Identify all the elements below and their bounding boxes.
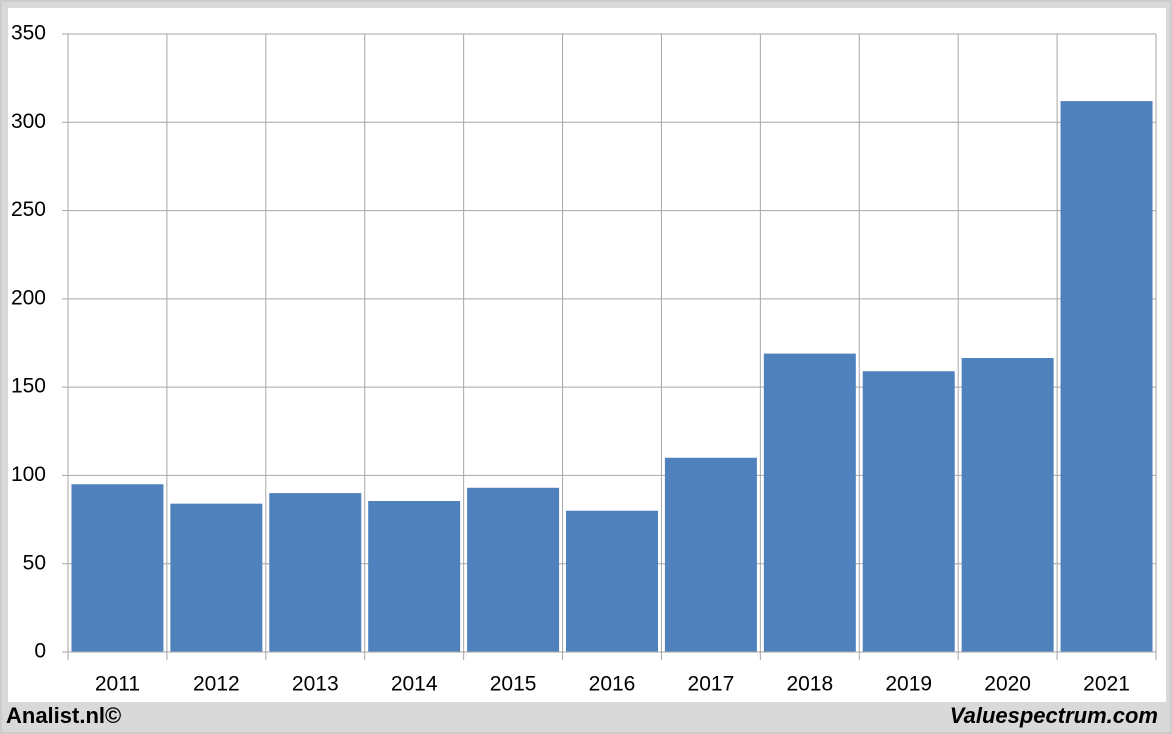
bar bbox=[71, 484, 164, 652]
bar bbox=[664, 457, 757, 652]
credit-right: Valuespectrum.com bbox=[950, 703, 1158, 728]
y-tick-label: 0 bbox=[34, 640, 46, 663]
bar bbox=[862, 371, 955, 652]
x-tick-label: 2012 bbox=[193, 673, 240, 696]
y-tick-label: 350 bbox=[11, 22, 46, 45]
x-tick-label: 2021 bbox=[1083, 673, 1130, 696]
y-tick-label: 150 bbox=[11, 375, 46, 398]
y-tick-label: 300 bbox=[11, 110, 46, 133]
x-tick-label: 2013 bbox=[292, 673, 339, 696]
x-tick-label: 2019 bbox=[885, 673, 932, 696]
x-tick-label: 2017 bbox=[688, 673, 735, 696]
bar bbox=[763, 353, 856, 652]
x-tick-label: 2011 bbox=[95, 673, 140, 696]
x-tick-label: 2016 bbox=[589, 673, 636, 696]
x-tick-label: 2014 bbox=[391, 673, 438, 696]
bar bbox=[566, 510, 658, 652]
x-tick-label: 2015 bbox=[490, 673, 537, 696]
bar bbox=[269, 493, 362, 652]
y-tick-label: 100 bbox=[11, 463, 46, 486]
bar bbox=[961, 358, 1054, 652]
credit-left: Analist.nl© bbox=[6, 703, 121, 728]
x-tick-label: 2020 bbox=[984, 673, 1031, 696]
y-tick-label: 250 bbox=[11, 198, 46, 221]
bar bbox=[368, 501, 461, 652]
y-tick-label: 200 bbox=[11, 286, 46, 309]
x-tick-label: 2018 bbox=[786, 673, 833, 696]
bar bbox=[170, 503, 263, 652]
y-tick-label: 50 bbox=[23, 551, 46, 574]
bar bbox=[467, 487, 560, 652]
bar bbox=[1060, 101, 1153, 652]
